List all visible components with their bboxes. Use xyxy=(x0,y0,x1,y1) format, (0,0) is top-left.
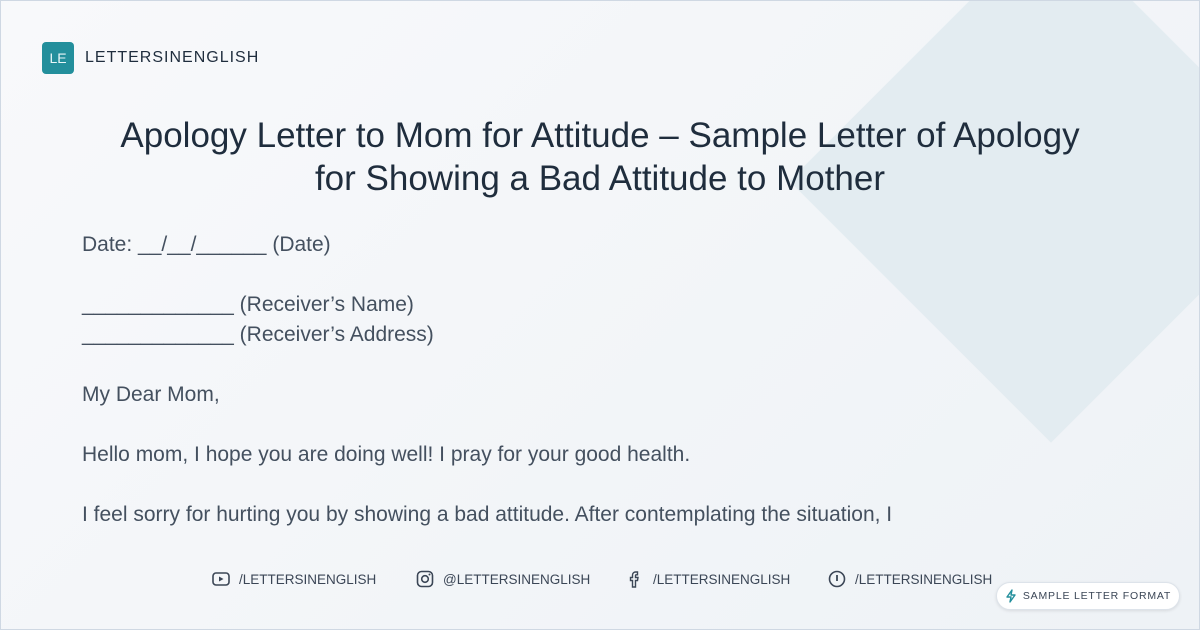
social-facebook[interactable]: /LETTERSINENGLISH xyxy=(625,569,790,589)
facebook-icon xyxy=(629,571,639,588)
instagram-icon xyxy=(416,570,434,588)
social-label: /LETTERSINENGLISH xyxy=(653,571,791,587)
social-label: @LETTERSINENGLISH xyxy=(443,571,591,587)
receiver-address: _____________ (Receiver’s Address) xyxy=(82,323,434,346)
brand-logo: LE xyxy=(42,42,74,74)
paragraph-2: I feel sorry for hurting you by showing … xyxy=(82,503,893,526)
letter-date: Date: __/__/______ (Date) xyxy=(82,233,331,256)
social-youtube[interactable]: /LETTERSINENGLISH xyxy=(211,569,376,589)
receiver-name: _____________ (Receiver’s Name) xyxy=(82,293,414,316)
social-pinterest[interactable]: /LETTERSINENGLISH xyxy=(827,569,992,589)
pinterest-icon xyxy=(828,570,846,588)
badge-label: SAMPLE LETTER FORMAT xyxy=(1022,590,1172,602)
lightning-icon xyxy=(1006,589,1016,603)
salutation: My Dear Mom, xyxy=(82,383,220,406)
letter-body: Date: __/__/______ (Date) _____________ … xyxy=(82,230,892,530)
page-title: Apology Letter to Mom for Attitude – Sam… xyxy=(120,116,1080,198)
youtube-icon xyxy=(212,572,230,586)
social-instagram[interactable]: @LETTERSINENGLISH xyxy=(415,569,590,589)
social-label: /LETTERSINENGLISH xyxy=(855,571,993,587)
brand[interactable]: LE LETTERSINENGLISH xyxy=(42,42,259,74)
paragraph-1: Hello mom, I hope you are doing well! I … xyxy=(82,443,691,466)
sample-letter-format-badge[interactable]: SAMPLE LETTER FORMAT xyxy=(996,582,1180,610)
brand-name: LETTERSINENGLISH xyxy=(85,49,260,66)
social-label: /LETTERSINENGLISH xyxy=(239,571,377,587)
